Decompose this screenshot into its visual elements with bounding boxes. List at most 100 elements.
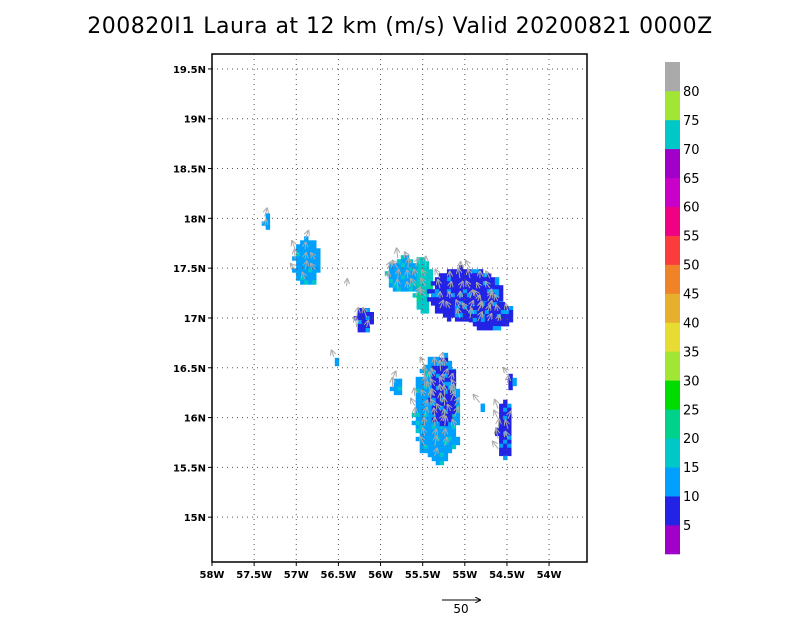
wind-vector [421, 278, 426, 287]
wind-pixel [300, 252, 305, 257]
wind-pixel [450, 277, 456, 282]
colorbar-segment [665, 293, 680, 323]
wind-vector [506, 304, 508, 312]
wind-pixel [494, 281, 500, 286]
wind-vector [388, 262, 391, 269]
wind-pixel [450, 309, 456, 314]
wind-pixel [435, 397, 441, 403]
wind-pixel [423, 372, 429, 378]
wind-pixel [462, 313, 468, 318]
wind-vector [445, 438, 447, 446]
wind-pixel [423, 388, 429, 394]
wind-pixel [312, 280, 317, 285]
y-tick-label: 19N [184, 115, 206, 126]
wind-pixel [484, 326, 490, 331]
wind-pixel [416, 269, 421, 274]
colorbar-label: 25 [683, 403, 700, 418]
wind-pixel [492, 322, 498, 327]
wind-vector [441, 415, 444, 420]
wind-pixel [454, 289, 460, 294]
wind-pixel [499, 407, 504, 413]
wind-pixel [430, 289, 436, 294]
wind-pixel [296, 252, 301, 257]
wind-pixel [388, 283, 394, 288]
wind-pixel [430, 301, 436, 306]
wind-pixel [492, 318, 498, 323]
wind-vector [305, 231, 308, 240]
wind-pixel [464, 310, 470, 315]
wind-vector [423, 428, 425, 436]
wind-pixel [365, 324, 370, 329]
grid-layer [212, 54, 587, 562]
wind-pixel [430, 297, 436, 302]
wind-pixel [443, 456, 449, 462]
wind-pixel [427, 360, 433, 366]
wind-pixel [438, 289, 444, 294]
wind-pixel [476, 322, 482, 327]
wind-pixel [508, 385, 513, 391]
wind-pixel [439, 389, 445, 395]
wind-pixel [435, 452, 441, 458]
wind-pixel [443, 405, 449, 411]
wind-vector [415, 408, 416, 416]
wind-pixel [451, 444, 457, 450]
wind-pixel [427, 364, 433, 370]
wind-vector [435, 436, 437, 446]
colorbar-segment [665, 380, 680, 410]
wind-pixel [446, 309, 452, 314]
wind-vector [455, 398, 459, 407]
wind-pixel [455, 420, 461, 426]
wind-pixel [424, 301, 429, 306]
wind-pixel [447, 417, 453, 423]
wind-pixel [499, 443, 504, 449]
wind-pixel [400, 255, 406, 260]
wind-vector [424, 418, 425, 426]
wind-pixel [369, 316, 374, 321]
wind-pixel [447, 444, 453, 450]
wind-vector [486, 271, 490, 279]
wind-pixel [304, 256, 309, 261]
wind-vector [496, 429, 498, 439]
wind-vector [291, 264, 295, 269]
wind-pixel [439, 444, 445, 450]
wind-pixel [498, 289, 504, 294]
wind-pixel [419, 396, 425, 402]
wind-pixel [474, 269, 480, 274]
wind-vector [424, 366, 425, 376]
wind-vectors-cell-f [411, 257, 426, 297]
plot-frame [211, 53, 588, 563]
y-tick-label: 17N [184, 314, 206, 325]
wind-cell-cell-h [464, 302, 514, 331]
colorbar-segment [665, 206, 680, 236]
wind-vectors-cell-c [355, 308, 368, 328]
wind-pixel [427, 440, 433, 446]
wind-pixel [482, 277, 488, 282]
wind-pixel [447, 397, 453, 403]
wind-pixel [500, 318, 506, 323]
wind-pixel [300, 276, 305, 281]
wind-pixel [450, 297, 456, 302]
wind-pixel [265, 221, 271, 226]
wind-pixel [396, 259, 402, 264]
wind-pixel [508, 373, 513, 379]
wind-pixel [388, 275, 394, 280]
wind-pixel [435, 456, 441, 462]
wind-pixel [443, 381, 449, 387]
wind-pixel [420, 285, 425, 290]
wind-pixel [466, 289, 472, 294]
wind-pixel [308, 268, 313, 273]
wind-vector [446, 302, 450, 309]
colorbar-segment [665, 90, 680, 121]
wind-pixel [498, 293, 504, 298]
wind-pixel [451, 412, 457, 418]
wind-pixel [503, 443, 508, 449]
wind-pixel [470, 273, 476, 278]
wind-pixel [304, 272, 309, 277]
wind-pixel [451, 428, 457, 434]
wind-vectors-cell-p [347, 279, 348, 287]
wind-vector [478, 312, 482, 322]
wind-pixel [442, 301, 448, 306]
wind-pixel [427, 397, 433, 403]
wind-pixel [474, 273, 480, 278]
x-tick-label: 55.5W [405, 570, 441, 581]
